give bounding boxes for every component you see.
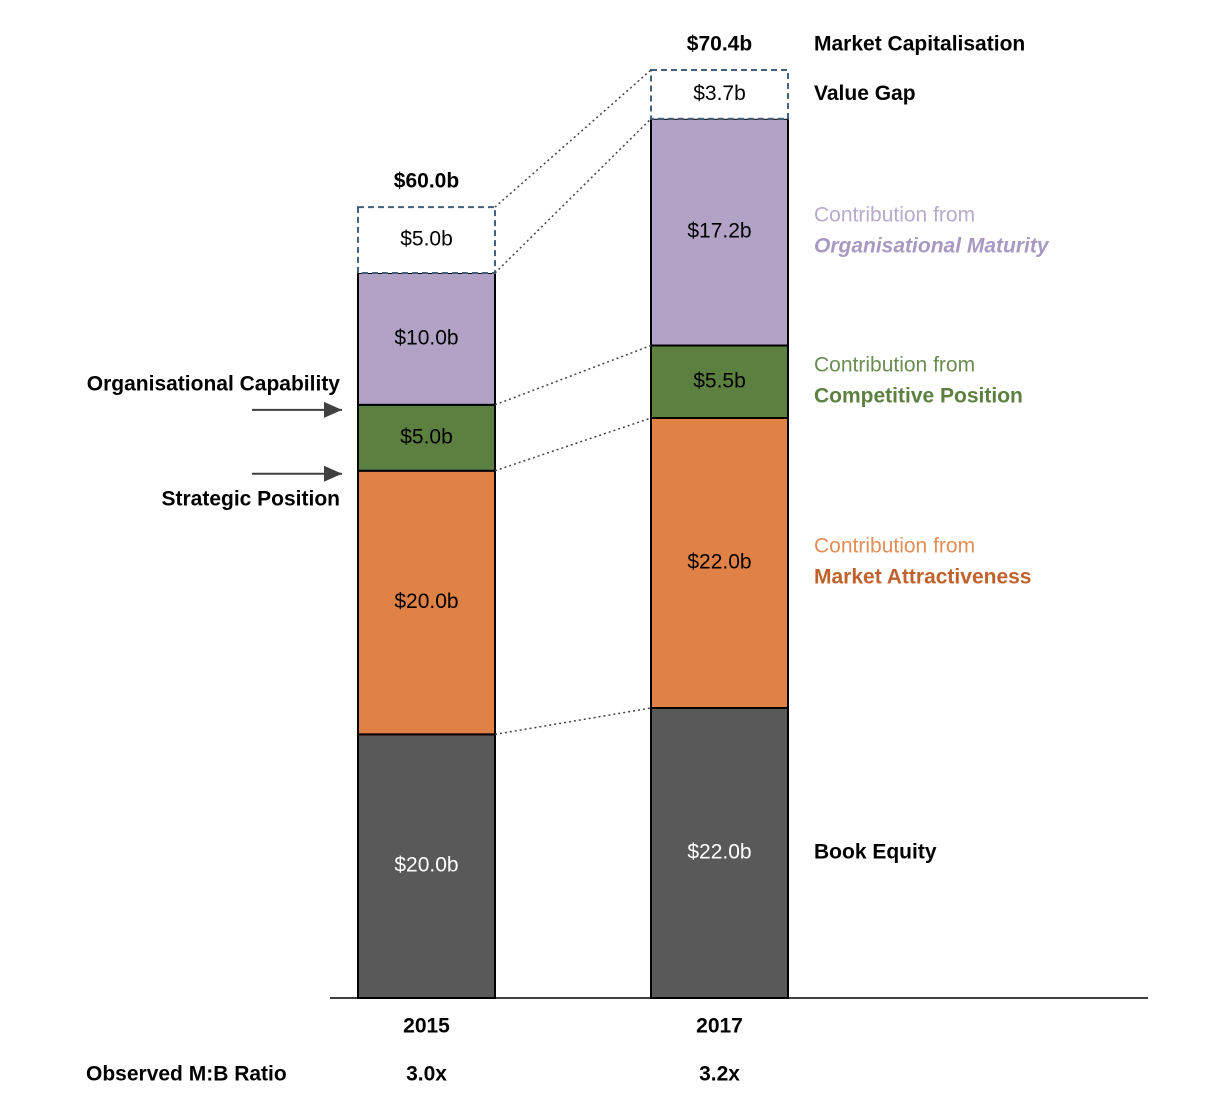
value-label: $3.7b — [693, 82, 746, 105]
annotation: Strategic Position — [161, 487, 340, 510]
connector — [494, 707, 652, 736]
bar-segment — [650, 344, 789, 419]
connector — [494, 118, 652, 274]
x-tick-label: 2015 — [403, 1015, 450, 1038]
value-label: $5.0b — [400, 228, 453, 251]
ratio-value: 3.2x — [699, 1063, 740, 1086]
value-label: $20.0b — [394, 854, 458, 877]
value-label: $5.5b — [693, 369, 746, 392]
annotation: Organisational Capability — [87, 372, 341, 395]
value-label: $10.0b — [394, 326, 458, 349]
bar-segment — [357, 206, 496, 274]
legend-label: Competitive Position — [814, 384, 1023, 407]
ratio-value: 3.0x — [406, 1063, 447, 1086]
connector — [494, 417, 652, 472]
legend-label: Market Attractiveness — [814, 566, 1032, 589]
connector — [494, 69, 652, 208]
legend-prefix: Contribution from — [814, 204, 975, 227]
value-label: $17.2b — [687, 220, 751, 243]
totals-legend: Market Capitalisation — [814, 33, 1025, 56]
bar-segment — [357, 733, 496, 999]
legend-label: Organisational Maturity — [814, 235, 1050, 258]
value-label: $22.0b — [687, 841, 751, 864]
legend-label: Book Equity — [814, 841, 937, 864]
bar-segment — [650, 707, 789, 999]
value-label: $5.0b — [400, 425, 453, 448]
value-label: $22.0b — [687, 551, 751, 574]
bar-segment — [650, 69, 789, 120]
bar-segment — [650, 417, 789, 709]
total-label: $60.0b — [394, 170, 459, 193]
total-label: $70.4b — [687, 33, 752, 56]
connector — [494, 344, 652, 406]
x-tick-label: 2017 — [696, 1015, 743, 1038]
legend-prefix: Contribution from — [814, 535, 975, 558]
bar-segment — [357, 272, 496, 406]
ratio-label: Observed M:B Ratio — [86, 1063, 287, 1086]
value-label: $20.0b — [394, 590, 458, 613]
legend-prefix: Contribution from — [814, 353, 975, 376]
legend-label: Value Gap — [814, 82, 916, 105]
bar-segment — [357, 469, 496, 736]
